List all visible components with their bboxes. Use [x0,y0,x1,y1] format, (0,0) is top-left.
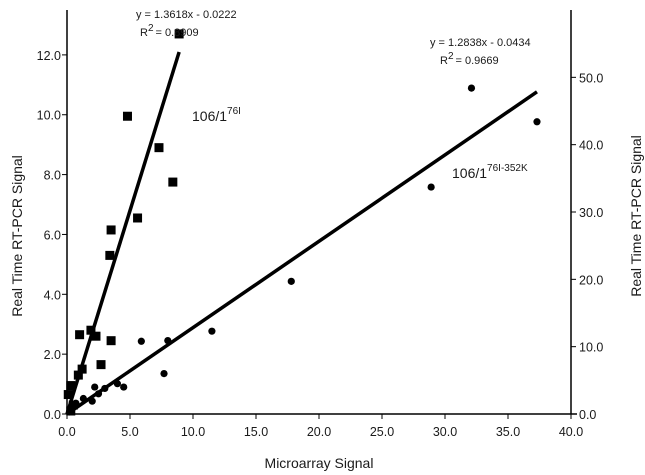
series2-label-name: 106/1 [452,165,487,181]
series1-r2-value: = 0.8909 [156,27,199,39]
right-tick-label: 40.0 [579,139,603,153]
x-tick-label: 40.0 [559,425,583,439]
data-point-square [133,213,143,223]
series1-r2-sup: 2 [148,23,154,34]
data-point-circle [160,370,168,378]
right-tick-label: 50.0 [579,71,603,85]
x-tick-label: 30.0 [433,425,457,439]
data-point-circle [164,337,172,345]
data-point-square [122,111,132,121]
x-tick-label: 10.0 [181,425,205,439]
fit-line-series-1 [65,51,181,415]
left-tick-label: 6.0 [44,228,61,242]
data-point-square [96,360,106,370]
data-point-circle [208,327,216,335]
right-axis-title: Real Time RT-PCR Signal [628,135,644,297]
data-point-square [77,364,87,374]
series2-equation: y = 1.2838x - 0.0434 [430,37,531,49]
data-point-circle [101,384,109,393]
data-point-square [154,143,164,153]
series1-label: 106/176I [192,106,241,124]
series1-label-name: 106/1 [192,108,227,124]
data-point-circle [68,405,76,413]
left-tick-label: 0.0 [44,408,61,422]
data-point-circle [79,394,87,403]
data-point-square [106,225,116,235]
left-tick-label: 2.0 [44,348,61,362]
series1-r2-label: R [140,27,148,39]
series2-label-sup: 76I-352K [487,163,528,174]
left-axis-title: Real Time RT-PCR Signal [9,155,25,317]
left-tick-label: 12.0 [37,49,61,63]
data-point-circle [94,390,103,398]
x-tick-label: 0.0 [58,425,75,439]
x-tick-label: 25.0 [370,425,394,439]
data-point-circle [91,383,99,391]
data-point-circle [533,118,541,126]
data-point-square [105,250,115,260]
x-tick-label: 5.0 [121,425,138,439]
data-point-circle [88,397,96,405]
series2-r2-sup: 2 [448,51,454,62]
fit-lines [65,51,538,416]
data-point-circle [427,183,435,191]
data-point-square [174,29,184,39]
right-axis-ticks: 0.0 10.0 20.0 30.0 40.0 50.0 [571,71,603,422]
series2-r2-label: R [440,55,448,67]
series1-equation: y = 1.3618x - 0.0222 [136,9,237,21]
data-point-square [75,330,85,340]
data-point-circle [120,383,128,391]
data-point-square [66,381,76,391]
right-tick-label: 10.0 [579,341,603,355]
left-axis-ticks: 0.0 2.0 4.0 6.0 8.0 10.0 12.0 [37,49,67,422]
left-tick-label: 4.0 [44,288,61,302]
data-point-square [168,177,178,187]
data-point-square [63,390,73,400]
series1-r2: R2 = 0.8909 [140,23,199,39]
data-point-circle [137,337,145,345]
series1-label-sup: 76I [227,106,241,117]
data-point-square [91,331,101,341]
series2-r2: R2 = 0.9669 [440,51,499,67]
series2-r2-value: = 0.9669 [456,55,499,67]
data-point-square [73,370,83,380]
data-point-square [86,325,96,335]
x-axis-ticks: 0.0 5.0 10.0 15.0 20.0 25.0 30.0 35.0 40.0 [58,414,583,439]
data-points [63,29,541,416]
data-point-circle [467,84,476,92]
x-tick-label: 15.0 [244,425,268,439]
data-point-circle [72,399,80,407]
right-tick-label: 20.0 [579,273,603,287]
right-tick-label: 0.0 [579,408,596,422]
data-point-circle [113,380,121,388]
left-tick-label: 8.0 [44,169,61,183]
right-tick-label: 30.0 [579,206,603,220]
x-axis-title: Microarray Signal [265,455,374,471]
x-tick-label: 20.0 [307,425,331,439]
fit-line-series-2 [66,90,538,416]
left-tick-label: 10.0 [37,109,61,123]
series2-label: 106/176I-352K [452,163,528,181]
x-tick-label: 35.0 [496,425,520,439]
data-point-square [106,336,116,346]
data-point-circle [287,277,295,285]
